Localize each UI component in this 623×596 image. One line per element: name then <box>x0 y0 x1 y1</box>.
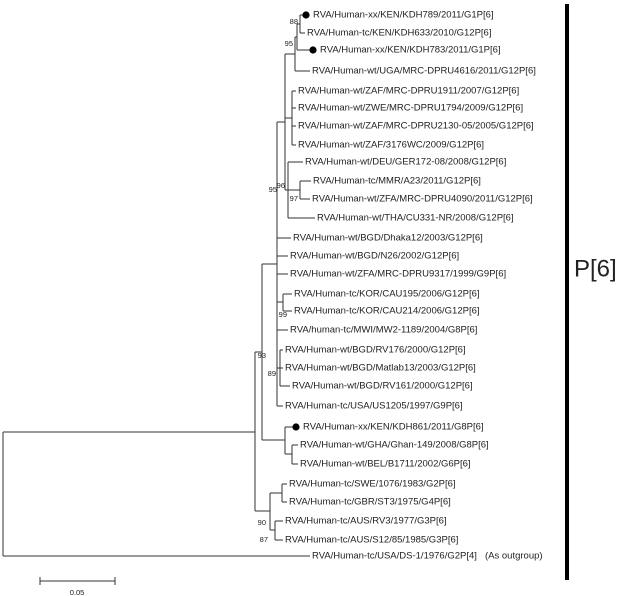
leaf-label: RVA/Human-xx/KEN/KDH789/2011/G1P[6] <box>313 10 494 21</box>
bootstrap-value: 90 <box>258 518 266 527</box>
leaf-label: RVA/Human-wt/GHA/Ghan-149/2008/G8P[6] <box>300 440 489 451</box>
leaf-label: RVA/Human-wt/THA/CU331-NR/2008/G12P[6] <box>317 213 514 224</box>
leaf-label: RVA/Human-wt/BGD/RV161/2000/G12P[6] <box>292 381 473 392</box>
bootstrap-value: 89 <box>268 369 276 378</box>
leaf-label: RVA/Human-wt/ZAF/MRC-DPRU1911/2007/G12P[… <box>298 86 519 97</box>
leaf-label: RVA/Human-wt/BEL/B1711/2002/G6P[6] <box>300 459 471 470</box>
leaf-label: RVA/Human-tc/AUS/RV3/1977/G3P[6] <box>285 516 447 527</box>
leaf-label: RVA/Human-tc/GBR/ST3/1975/G4P[6] <box>289 497 451 508</box>
bootstrap-value: 96 <box>277 181 285 190</box>
bootstrap-value: 95 <box>285 39 293 48</box>
leaf-label: RVA/Human-tc/KOR/CAU214/2006/G12P[6] <box>294 306 480 317</box>
leaf-label: RVA/Human-wt/DEU/GER172-08/2008/G12P[6] <box>305 157 506 168</box>
leaf-label: RVA/Human-wt/UGA/MRC-DPRU4616/2011/G12P[… <box>312 66 536 77</box>
leaf-label: RVA/human-tc/MWI/MW2-1189/2004/G8P[6] <box>290 325 477 336</box>
bootstrap-value: 95 <box>269 185 277 194</box>
leaf-label: RVA/Human-wt/BGD/N26/2002/G12P[6] <box>290 251 459 262</box>
leaf-label: RVA/Human-wt/ZAF/MRC-DPRU2130-05/2005/G1… <box>298 121 534 132</box>
leaf-label: RVA/Human-xx/KEN/KDH861/2011/G8P[6] <box>303 422 484 433</box>
highlight-dot <box>292 423 300 431</box>
highlight-dot <box>302 11 310 19</box>
outgroup-note: (As outgroup) <box>485 551 543 562</box>
highlight-dot <box>309 46 317 54</box>
leaf-label: RVA/Human-wt/ZFA/MRC-DPRU4090/2011/G12P[… <box>312 194 533 205</box>
leaf-label: RVA/Human-wt/BGD/RV176/2000/G12P[6] <box>285 345 466 356</box>
scale-label: 0.05 <box>70 588 85 596</box>
bootstrap-value: 99 <box>279 310 287 319</box>
leaf-label: RVA/Human-tc/KEN/KDH633/2010/G12P[6] <box>307 28 491 39</box>
leaf-label: RVA/Human-tc/SWE/1076/1983/G2P[6] <box>289 479 456 490</box>
leaf-label: RVA/Human-tc/AUS/S12/85/1985/G3P[6] <box>285 535 458 546</box>
bootstrap-value: 93 <box>258 351 266 360</box>
leaf-label: RVA/Human-tc/KOR/CAU195/2006/G12P[6] <box>294 289 480 300</box>
bootstrap-value: 88 <box>290 17 298 26</box>
leaf-label: RVA/Human-wt/BGD/Dhaka12/2003/G12P[6] <box>293 233 483 244</box>
leaf-label: RVA/Human-tc/USA/US1205/1997/G9P[6] <box>285 401 463 412</box>
group-label: P[6] <box>574 255 617 282</box>
leaf-label: RVA/Human-wt/ZWE/MRC-DPRU1794/2009/G12P[… <box>298 103 523 114</box>
bootstrap-value: 97 <box>290 194 298 203</box>
leaf-label: RVA/Human-xx/KEN/KDH783/2011/G1P[6] <box>320 45 501 56</box>
leaf-label: RVA/Human-wt/ZAF/3176WC/2009/G12P[6] <box>298 140 484 151</box>
leaf-label: RVA/Human-wt/BGD/Matlab13/2003/G12P[6] <box>285 363 476 374</box>
leaf-label: RVA/Human-tc/MMR/A23/2011/G12P[6] <box>313 176 481 187</box>
bootstrap-value: 87 <box>260 535 268 544</box>
leaf-label: RVA/Human-wt/ZFA/MRC-DPRU9317/1999/G9P[6… <box>290 269 506 280</box>
leaf-label: RVA/Human-tc/USA/DS-1/1976/G2P[4] <box>312 551 477 562</box>
